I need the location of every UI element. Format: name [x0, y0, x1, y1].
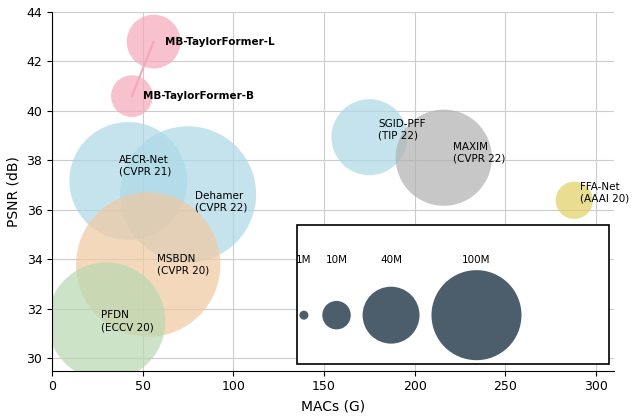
- Text: MB-TaylorFormer-B: MB-TaylorFormer-B: [143, 91, 253, 101]
- Point: [299, 312, 309, 318]
- Point: [148, 38, 159, 45]
- Text: 1M: 1M: [296, 255, 312, 265]
- Y-axis label: PSNR (dB): PSNR (dB): [7, 156, 21, 227]
- Text: Dehamer
(CVPR 22): Dehamer (CVPR 22): [195, 191, 248, 213]
- Text: MAXIM
(CVPR 22): MAXIM (CVPR 22): [453, 142, 505, 163]
- Text: SGID-PFF
(TIP 22): SGID-PFF (TIP 22): [378, 119, 426, 141]
- Text: AECR-Net
(CVPR 21): AECR-Net (CVPR 21): [119, 155, 172, 177]
- Point: [386, 312, 396, 318]
- Point: [332, 312, 342, 318]
- Point: [183, 191, 193, 198]
- Text: MB-TaylorFormer-L: MB-TaylorFormer-L: [164, 37, 274, 47]
- Point: [143, 261, 154, 268]
- Text: MSBDN
(CVPR 20): MSBDN (CVPR 20): [157, 254, 209, 276]
- Text: 40M: 40M: [380, 255, 402, 265]
- Bar: [296, 226, 609, 364]
- Text: 100M: 100M: [462, 255, 491, 265]
- X-axis label: MACs (G): MACs (G): [301, 399, 365, 413]
- Point: [569, 197, 579, 204]
- Text: FFA-Net
(AAAI 20): FFA-Net (AAAI 20): [580, 182, 629, 204]
- Point: [438, 154, 449, 161]
- Point: [123, 178, 133, 184]
- Point: [127, 93, 137, 100]
- Point: [364, 134, 374, 141]
- Point: [101, 318, 111, 325]
- Text: 10M: 10M: [326, 255, 348, 265]
- Point: [472, 312, 482, 318]
- Text: PFDN
(ECCV 20): PFDN (ECCV 20): [101, 310, 154, 332]
